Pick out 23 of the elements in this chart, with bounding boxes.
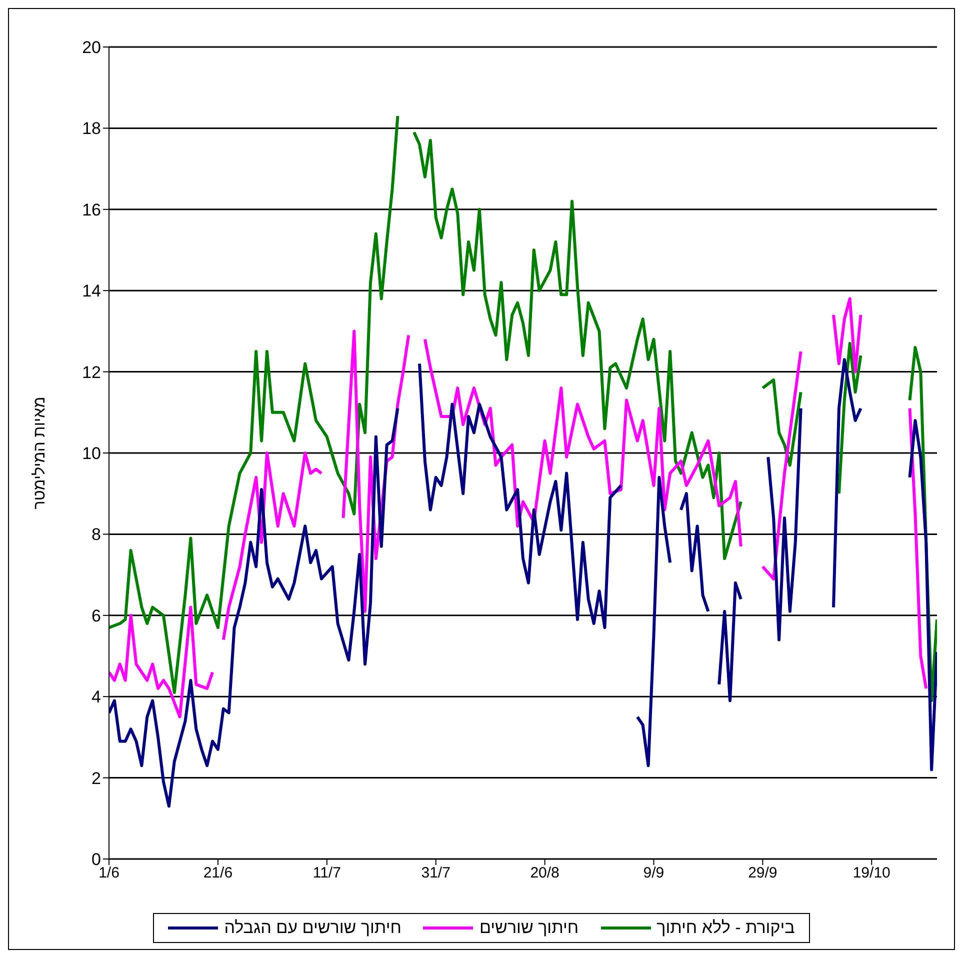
y-tick-label: 14 [82,282,101,301]
y-tick-label: 2 [92,768,101,788]
x-tick-label: 19/10 [852,864,890,882]
y-tick-label: 12 [82,362,101,382]
y-tick-label: 16 [82,200,101,220]
x-tick-label: 31/7 [421,864,450,882]
x-tick-label: 20/8 [530,864,560,882]
y-tick-label: 4 [92,688,101,707]
legend-label: ביקורת - ללא חיתוך [656,918,795,938]
legend-label: חיתוך שורשים עם הגבלה [224,918,402,938]
y-tick-label: 8 [92,525,101,544]
x-tick-label: 29/9 [748,864,778,882]
y-tick-label: 10 [82,444,101,464]
y-tick-label: 6 [92,606,101,626]
x-tick-label: 21/6 [203,864,233,882]
y-tick-label: 0 [92,850,101,870]
x-tick-label: 9/9 [643,864,664,882]
x-tick-label: 1/6 [98,864,120,882]
y-tick-label: 18 [82,119,101,138]
legend-label: חיתוך שורשים [479,918,579,938]
y-axis-title: מאיות המילימטר [30,396,49,510]
x-tick-label: 11/7 [312,864,341,882]
y-tick-label: 20 [82,38,101,58]
